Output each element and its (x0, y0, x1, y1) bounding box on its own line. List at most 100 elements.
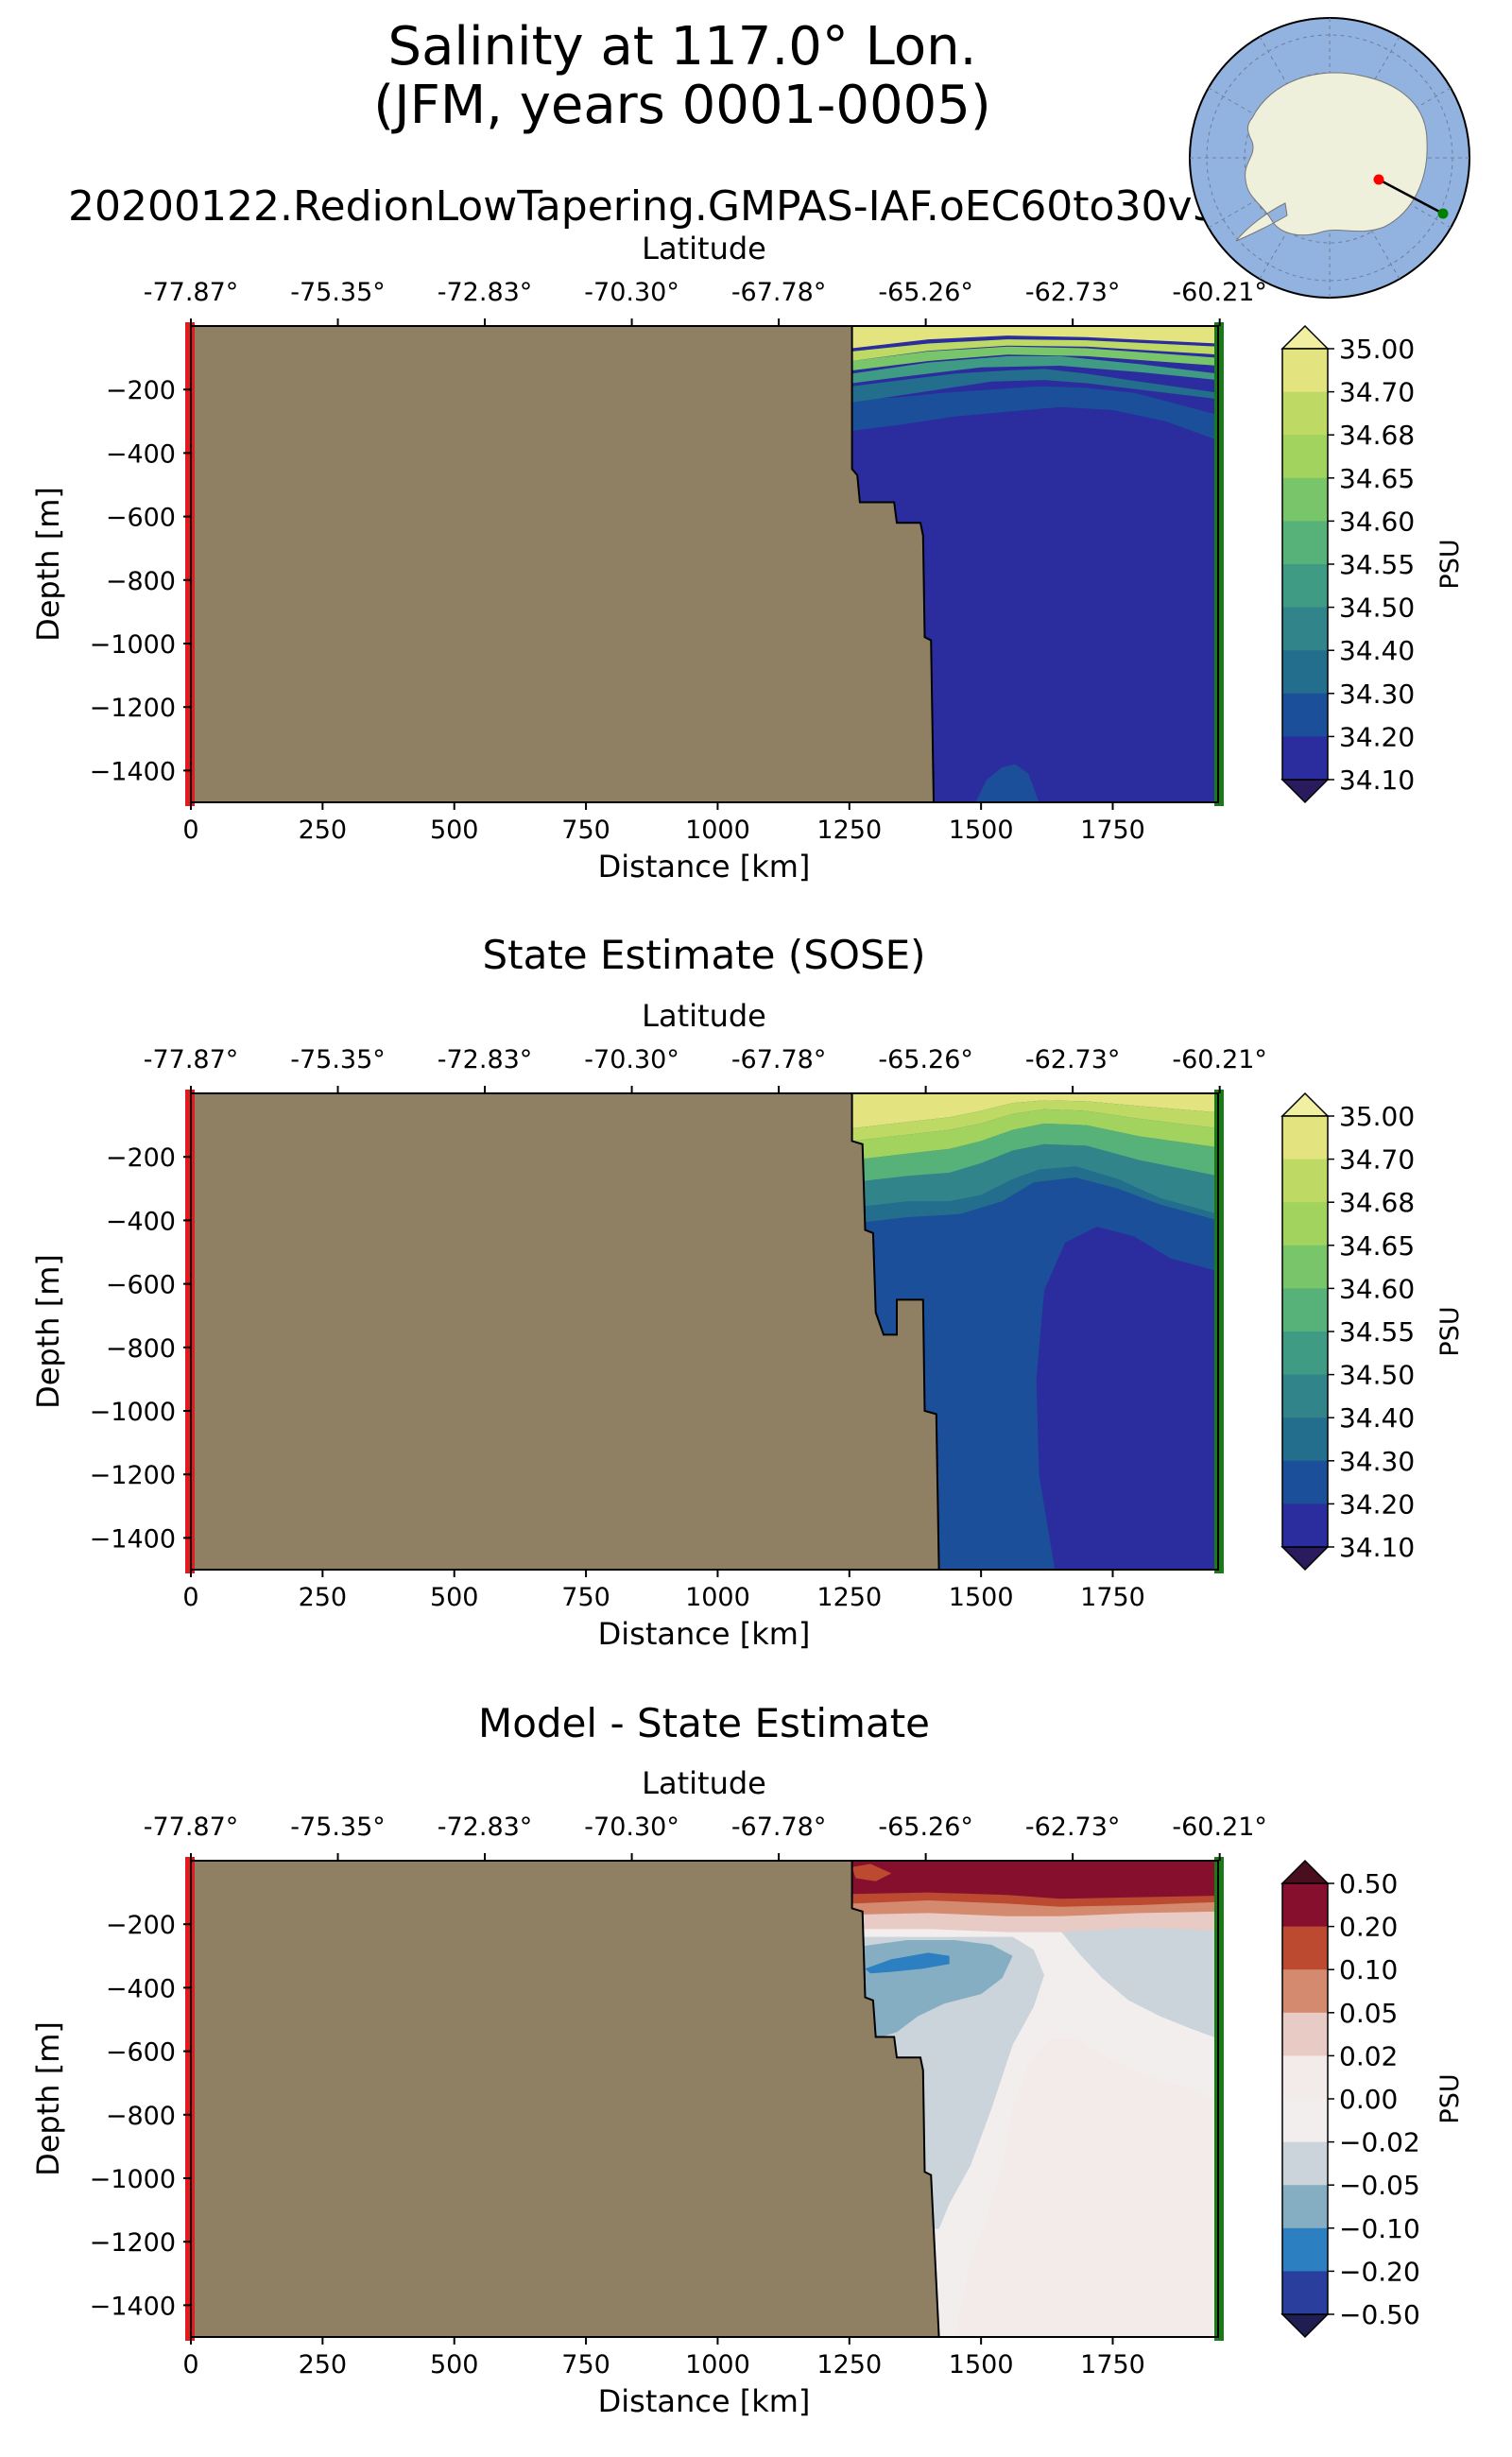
y-axis-label: Depth [m] (30, 487, 66, 642)
lat-tick-label: -62.73° (1025, 278, 1121, 307)
colorbar-tick-label: 0.20 (1339, 1912, 1398, 1943)
axes-frame (190, 325, 1219, 803)
contour-level-9 (851, 326, 1218, 349)
colorbar-segment (1282, 1460, 1328, 1504)
colorbar-segment (1282, 349, 1328, 393)
colorbar: 0.50 0.20 0.10 0.05 0.02 0.00 −0.02 −0.05 −0.10 −… (1280, 1859, 1465, 2339)
lat-tick-label: -60.21° (1172, 1813, 1267, 1842)
lat-tick-label: -77.87° (144, 278, 239, 307)
colorbar-segment (1282, 477, 1328, 522)
x-tick-label: 500 (430, 816, 479, 845)
panel-sose-salinity: State Estimate (SOSE) 0 250 500 750 1000 1250 1… (30, 932, 1465, 1652)
colorbar-tick-label: 34.30 (1339, 1446, 1415, 1477)
colorbar-segment (1282, 2141, 1328, 2186)
colorbar: 35.00 34.70 34.68 34.65 34.60 34.55 34.50 34.40… (1280, 1091, 1465, 1572)
colorbar-tick-label: 34.70 (1339, 1144, 1415, 1176)
contour-level-8 (851, 1864, 892, 1881)
contour-level-2 (851, 1166, 1218, 1224)
colorbar-segment (1282, 435, 1328, 479)
y-tick-label: −200 (106, 376, 176, 405)
x-tick-label: 0 (182, 816, 198, 845)
x-tick-label: 750 (561, 1583, 610, 1612)
y-tick-label: −800 (106, 2102, 176, 2131)
lat-tick-label: -72.83° (438, 1813, 533, 1842)
land-mask (191, 1861, 940, 2337)
colorbar-tick-label: 34.10 (1339, 765, 1415, 796)
colorbar-segment (1282, 1503, 1328, 1548)
y-tick-label: −600 (106, 2038, 176, 2068)
colorbar-tick-label: 34.60 (1339, 506, 1415, 537)
panel-title: Model - State Estimate (478, 1700, 930, 1746)
colorbar-segment (1282, 1116, 1328, 1160)
lat-tick-label: -65.26° (878, 1045, 973, 1074)
x-axis-label: Distance [km] (598, 1616, 811, 1652)
lat-tick-label: -77.87° (144, 1813, 239, 1842)
lat-tick-label: -72.83° (438, 1045, 533, 1074)
colorbar-tick-label: 34.20 (1339, 1488, 1415, 1520)
x-tick-label: 1250 (816, 1583, 882, 1612)
y-tick-label: −200 (106, 1143, 176, 1173)
colorbar-segment (1282, 1288, 1328, 1332)
contour-level-6 (851, 346, 1218, 370)
y-tick-label: −1000 (90, 2165, 176, 2194)
colorbar-segment (1282, 2012, 1328, 2056)
colorbar-tick-label: 34.68 (1339, 420, 1415, 451)
colorbar-segment (1282, 736, 1328, 781)
lat-tick-label: -70.30° (584, 1813, 679, 1842)
x-tick-label: 1500 (949, 1583, 1014, 1612)
y-tick-label: −200 (106, 1911, 176, 1940)
map-transect-start-marker (1373, 174, 1384, 185)
x-tick-label: 750 (561, 2350, 610, 2380)
colorbar-tick-label: 0.50 (1339, 1868, 1398, 1899)
x-tick-label: 0 (182, 1583, 198, 1612)
run-name: 20200122.RedionLowTapering.GMPAS-IAF.oEC… (68, 182, 1288, 231)
contour-level-7 (851, 1108, 1218, 1160)
y-tick-label: −1200 (90, 1461, 176, 1490)
colorbar-tick-label: −0.02 (1339, 2127, 1420, 2158)
colorbar-segment (1282, 564, 1328, 609)
contour-level-4 (851, 355, 1218, 384)
x-tick-label: 1000 (685, 2350, 750, 2380)
x-tick-label: 1500 (949, 2350, 1014, 2380)
colorbar-tick-label: −0.10 (1339, 2213, 1420, 2244)
colorbar-segment (1282, 1374, 1328, 1418)
contour-level-2 (851, 369, 1218, 403)
y-tick-label: −1000 (90, 1398, 176, 1427)
lat-tick-label: -67.78° (731, 278, 827, 307)
colorbar-tick-label: 0.00 (1339, 2084, 1398, 2115)
x-tick-label: 500 (430, 1583, 479, 1612)
contour-level-0 (1036, 1227, 1218, 1570)
panel-model-minus-sose: Model - State Estimate 0 250 500 750 1000 1250… (30, 1700, 1465, 2419)
colorbar-label: PSU (1435, 539, 1465, 589)
colorbar-segment (1282, 521, 1328, 565)
x-tick-label: 500 (430, 2350, 479, 2380)
x-axis-label: Distance [km] (598, 2383, 811, 2419)
colorbar-segment (1282, 607, 1328, 651)
lat-tick-label: -67.78° (731, 1045, 827, 1074)
colorbar-tick-label: −0.05 (1339, 2170, 1420, 2201)
colorbar-tick-label: −0.20 (1339, 2256, 1420, 2287)
top-axis-label: Latitude (642, 998, 766, 1034)
y-tick-label: −800 (106, 567, 176, 596)
x-tick-label: 750 (561, 816, 610, 845)
panel-title: State Estimate (SOSE) (482, 932, 925, 978)
y-tick-label: −600 (106, 1271, 176, 1300)
lat-tick-label: -60.21° (1172, 278, 1267, 307)
contour-level-5 (851, 1123, 1218, 1183)
y-tick-label: −1000 (90, 630, 176, 660)
contour-level-9 (851, 1861, 1218, 1899)
contour-level-8 (851, 1890, 1218, 1907)
colorbar-segment (1282, 693, 1328, 737)
x-tick-label: 250 (299, 2350, 348, 2380)
colorbar-tick-label: 34.68 (1339, 1187, 1415, 1218)
colorbar-segment (1282, 1926, 1328, 1970)
colorbar-tick-label: 34.55 (1339, 1316, 1415, 1348)
antarctic-polar-map-icon (1189, 17, 1470, 299)
x-tick-label: 1250 (816, 2350, 882, 2380)
y-axis-label: Depth [m] (30, 1254, 66, 1409)
colorbar-segment (1282, 1245, 1328, 1289)
figure-title-line2: (JFM, years 0001-0005) (373, 75, 991, 136)
lat-tick-label: -70.30° (584, 278, 679, 307)
map-transect-end-marker (1437, 208, 1449, 219)
